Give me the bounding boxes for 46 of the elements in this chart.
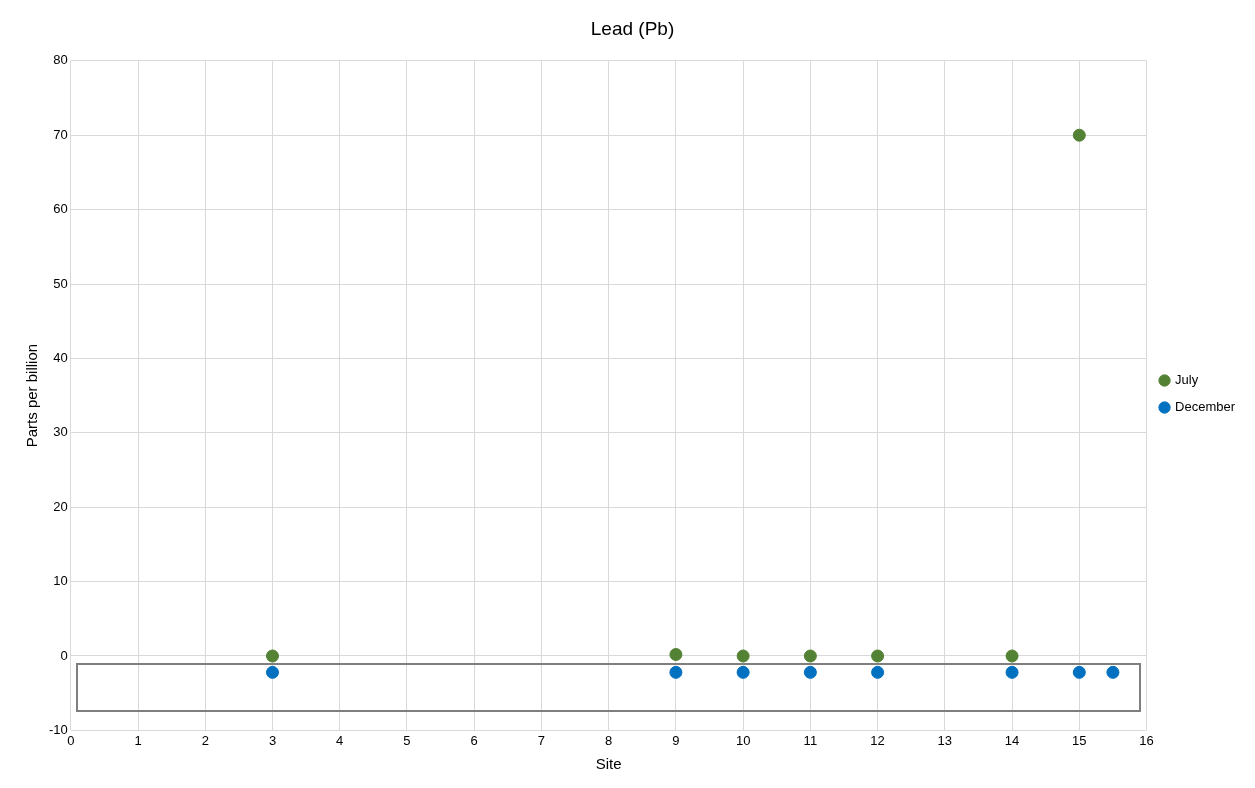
point — [1072, 665, 1086, 679]
x-tick-label: 16 — [1139, 732, 1154, 748]
y-tick-label: 70 — [53, 126, 68, 142]
chart-title: Lead (Pb) — [590, 17, 675, 39]
point — [803, 665, 817, 679]
y-axis-title: Parts per billion — [23, 343, 41, 448]
x-tick-label: 12 — [870, 732, 885, 748]
point — [669, 665, 683, 679]
point — [736, 665, 750, 679]
point — [1072, 128, 1086, 142]
y-tick-label: 20 — [53, 498, 68, 514]
x-axis-title: Site — [595, 755, 622, 773]
y-tick-label: -10 — [48, 721, 68, 737]
x-tick-label: 4 — [336, 732, 344, 748]
x-tick-label: 9 — [672, 732, 680, 748]
x-tick-label: 13 — [937, 732, 953, 748]
x-tick-label: 8 — [605, 732, 613, 748]
point — [871, 665, 885, 679]
y-tick-label: 40 — [53, 349, 68, 365]
x-tick-label: 1 — [134, 732, 142, 748]
y-tick-label: 60 — [53, 201, 68, 217]
point — [736, 649, 750, 663]
x-tick-label: 14 — [1004, 732, 1020, 748]
legend-label: July — [1175, 372, 1199, 388]
x-tick-label: 3 — [268, 732, 277, 748]
point — [265, 665, 279, 679]
point — [265, 649, 279, 663]
point — [1005, 649, 1019, 663]
y-tick-label: 0 — [60, 647, 68, 663]
point — [803, 649, 817, 663]
x-tick-label: 6 — [470, 732, 478, 748]
y-tick-label: 50 — [53, 275, 68, 291]
x-tick-label: 7 — [537, 732, 546, 748]
x-tick-label: 10 — [735, 732, 751, 748]
y-tick-label: 10 — [53, 573, 68, 589]
x-tick-label: 2 — [201, 732, 209, 748]
point — [1106, 665, 1120, 679]
point — [1005, 665, 1019, 679]
y-tick-label: 30 — [53, 424, 68, 440]
legend-label: December — [1175, 399, 1236, 415]
point — [871, 649, 885, 663]
point — [669, 648, 683, 662]
x-tick-label: 5 — [403, 732, 411, 748]
x-tick-label: 11 — [803, 732, 818, 748]
y-tick-label: 80 — [53, 52, 68, 68]
x-tick-label: 15 — [1072, 732, 1087, 748]
